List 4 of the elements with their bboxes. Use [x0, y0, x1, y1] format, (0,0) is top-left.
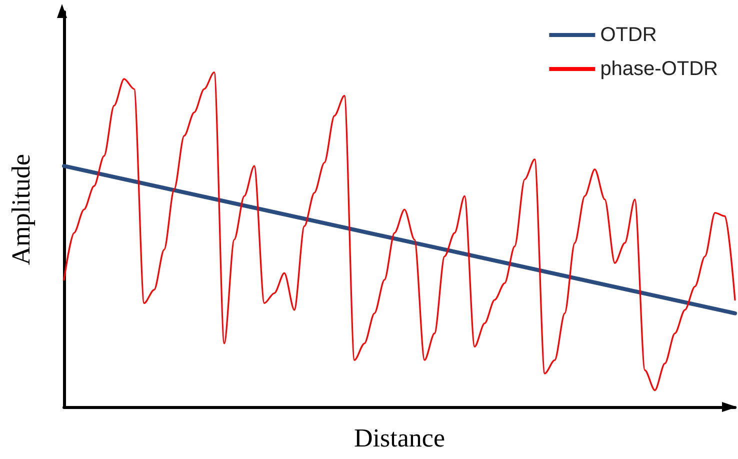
legend-label: OTDR [600, 24, 657, 46]
y-axis-title: Amplitude [6, 154, 36, 266]
legend-label: phase-OTDR [600, 58, 718, 80]
x-axis-title: Distance [354, 424, 445, 452]
